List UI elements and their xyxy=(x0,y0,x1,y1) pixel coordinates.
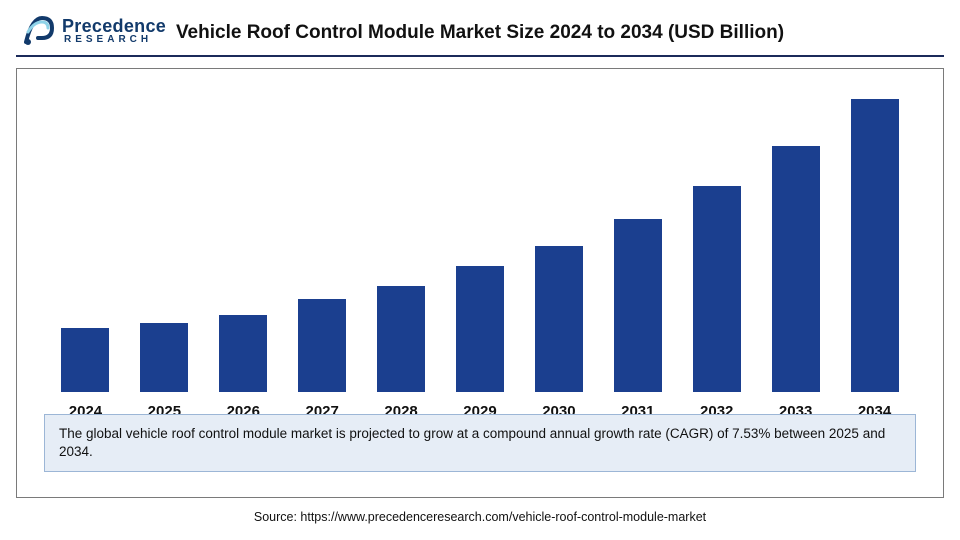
caption-box: The global vehicle roof control module m… xyxy=(44,414,916,472)
bar xyxy=(693,186,741,392)
bar-column xyxy=(598,86,677,392)
source-line: Source: https://www.precedenceresearch.c… xyxy=(0,510,960,524)
bar xyxy=(377,286,425,392)
bar xyxy=(140,323,188,392)
bar xyxy=(772,146,820,392)
bar-series xyxy=(40,86,920,392)
bar-column xyxy=(677,86,756,392)
bar-column xyxy=(756,86,835,392)
caption-text: The global vehicle roof control module m… xyxy=(59,426,885,459)
bar-column xyxy=(835,86,914,392)
title-underline xyxy=(16,55,944,57)
bar-column xyxy=(519,86,598,392)
bar xyxy=(219,315,267,392)
bar xyxy=(298,299,346,392)
bar xyxy=(851,99,899,392)
bar xyxy=(61,328,109,392)
bar-column xyxy=(362,86,441,392)
chart-title: Vehicle Roof Control Module Market Size … xyxy=(0,22,960,44)
chart-plot-area xyxy=(40,86,920,392)
bar-column xyxy=(125,86,204,392)
bar-column xyxy=(46,86,125,392)
bar-column xyxy=(204,86,283,392)
bar-column xyxy=(283,86,362,392)
bar xyxy=(456,266,504,392)
bar-column xyxy=(441,86,520,392)
chart-frame: Precedence RESEARCH Vehicle Roof Control… xyxy=(0,0,960,540)
bar xyxy=(535,246,583,392)
bar xyxy=(614,219,662,392)
